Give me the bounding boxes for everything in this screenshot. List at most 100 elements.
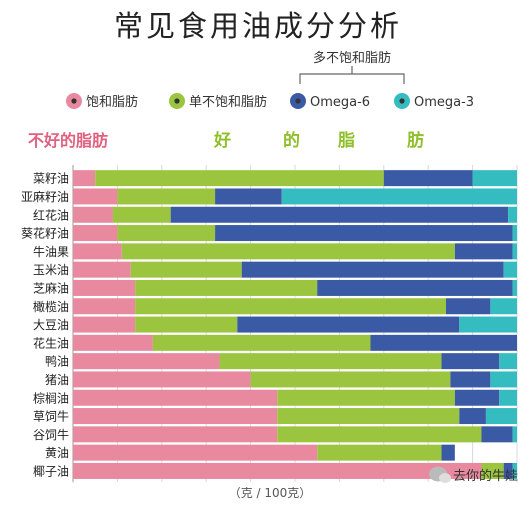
- bar-2-3: [508, 206, 517, 223]
- legend-label-0: 饱和脂肪: [86, 94, 138, 110]
- bar-16-3: [512, 462, 517, 479]
- bar-8-2: [237, 316, 460, 333]
- bar-7-3: [490, 298, 517, 315]
- bar-6-3: [512, 279, 517, 296]
- category-label-5: 玉米油: [33, 263, 69, 277]
- good-fat-char-0: 好: [213, 130, 231, 151]
- good-fat-char-1: 的: [283, 130, 300, 151]
- bar-1-0: [73, 188, 118, 205]
- bar-15-0: [73, 444, 318, 461]
- bar-1-3: [281, 188, 517, 205]
- bar-2-0: [73, 206, 113, 223]
- x-axis-label: （克 / 100克）: [229, 486, 312, 500]
- category-label-7: 橄榄油: [33, 299, 69, 314]
- bar-10-3: [499, 353, 517, 370]
- bar-6-2: [317, 279, 513, 296]
- category-label-8: 大豆油: [33, 318, 69, 332]
- bar-8-1: [135, 316, 238, 333]
- category-label-2: 红花油: [33, 207, 69, 222]
- bar-3-0: [73, 225, 118, 242]
- category-label-15: 黄油: [45, 446, 69, 460]
- good-fat-char-2: 脂: [338, 131, 355, 151]
- legend-swatch-dot-0: [71, 98, 77, 104]
- watermark-text: 去你的牛娃: [453, 468, 518, 484]
- category-labels: 菜籽油亚麻籽油红花油葵花籽油牛油果玉米油芝麻油橄榄油大豆油花生油鸭油猪油棕榈油草…: [21, 172, 69, 479]
- polyunsaturated-label: 多不饱和脂肪: [313, 50, 391, 66]
- bar-5-1: [130, 261, 242, 278]
- bar-16-2: [503, 462, 513, 479]
- bar-0-1: [95, 170, 384, 187]
- bar-0-2: [383, 170, 473, 187]
- bar-16-0: [73, 462, 482, 479]
- category-label-4: 牛油果: [33, 244, 69, 259]
- category-label-6: 芝麻油: [33, 280, 69, 295]
- bad-fat-label: 不好的脂肪: [28, 131, 108, 150]
- bar-16-1: [481, 462, 504, 479]
- category-label-13: 草饲牛: [33, 409, 69, 424]
- bar-5-0: [73, 261, 131, 278]
- category-label-1: 亚麻籽油: [21, 189, 69, 204]
- bar-4-2: [454, 243, 513, 260]
- legend-label-2: Omega-6: [310, 95, 370, 110]
- bar-9-1: [152, 334, 371, 351]
- bar-9-0: [73, 334, 153, 351]
- bar-13-0: [73, 408, 278, 425]
- polyunsaturated-bracket: [299, 66, 405, 84]
- bar-11-1: [250, 371, 451, 388]
- bar-14-0: [73, 426, 278, 443]
- category-label-9: 花生油: [33, 335, 69, 350]
- wechat-icon-small: [439, 473, 451, 483]
- bar-4-3: [512, 243, 517, 260]
- bar-11-3: [490, 371, 517, 388]
- good-fat-label: 好的脂肪: [213, 130, 424, 151]
- category-label-14: 谷饲牛: [33, 427, 69, 442]
- bars: [73, 170, 517, 479]
- bar-2-1: [112, 206, 171, 223]
- good-fat-char-3: 肪: [407, 130, 424, 151]
- bar-7-2: [445, 298, 491, 315]
- legend-label-3: Omega-3: [414, 95, 474, 110]
- bar-14-3: [512, 426, 517, 443]
- bar-3-1: [117, 225, 216, 242]
- category-label-10: 鸭油: [45, 355, 69, 369]
- bar-13-2: [459, 408, 486, 425]
- category-label-16: 椰子油: [33, 463, 69, 478]
- bar-4-0: [73, 243, 122, 260]
- bar-8-3: [459, 316, 517, 333]
- bar-7-0: [73, 298, 136, 315]
- bar-12-3: [499, 389, 517, 406]
- legend: 饱和脂肪 单不饱和脂肪 Omega-6 Omega-3: [66, 93, 474, 110]
- bar-11-2: [450, 371, 491, 388]
- category-label-0: 菜籽油: [33, 172, 69, 186]
- bar-12-2: [454, 389, 500, 406]
- bar-10-0: [73, 353, 220, 370]
- bar-14-2: [481, 426, 513, 443]
- legend-swatch-dot-2: [295, 98, 301, 104]
- bar-10-2: [441, 353, 500, 370]
- legend-label-1: 单不饱和脂肪: [189, 94, 267, 110]
- bar-15-2: [441, 444, 455, 461]
- bar-6-0: [73, 279, 136, 296]
- bar-2-2: [170, 206, 509, 223]
- bar-7-1: [135, 298, 446, 315]
- bar-3-2: [215, 225, 513, 242]
- category-label-11: 猪油: [45, 373, 69, 387]
- bar-12-0: [73, 389, 278, 406]
- bar-12-1: [277, 389, 455, 406]
- bar-0-3: [472, 170, 517, 187]
- bar-0-0: [73, 170, 96, 187]
- legend-swatch-dot-1: [174, 98, 180, 104]
- bar-15-1: [317, 444, 442, 461]
- bar-10-1: [219, 353, 442, 370]
- bar-5-2: [241, 261, 504, 278]
- bar-6-1: [135, 279, 318, 296]
- bar-1-2: [215, 188, 282, 205]
- bar-4-1: [121, 243, 455, 260]
- bar-13-3: [485, 408, 517, 425]
- legend-swatch-dot-3: [399, 98, 405, 104]
- bar-3-3: [512, 225, 517, 242]
- chart-title: 常见食用油成分分析: [114, 9, 402, 43]
- bar-14-1: [277, 426, 482, 443]
